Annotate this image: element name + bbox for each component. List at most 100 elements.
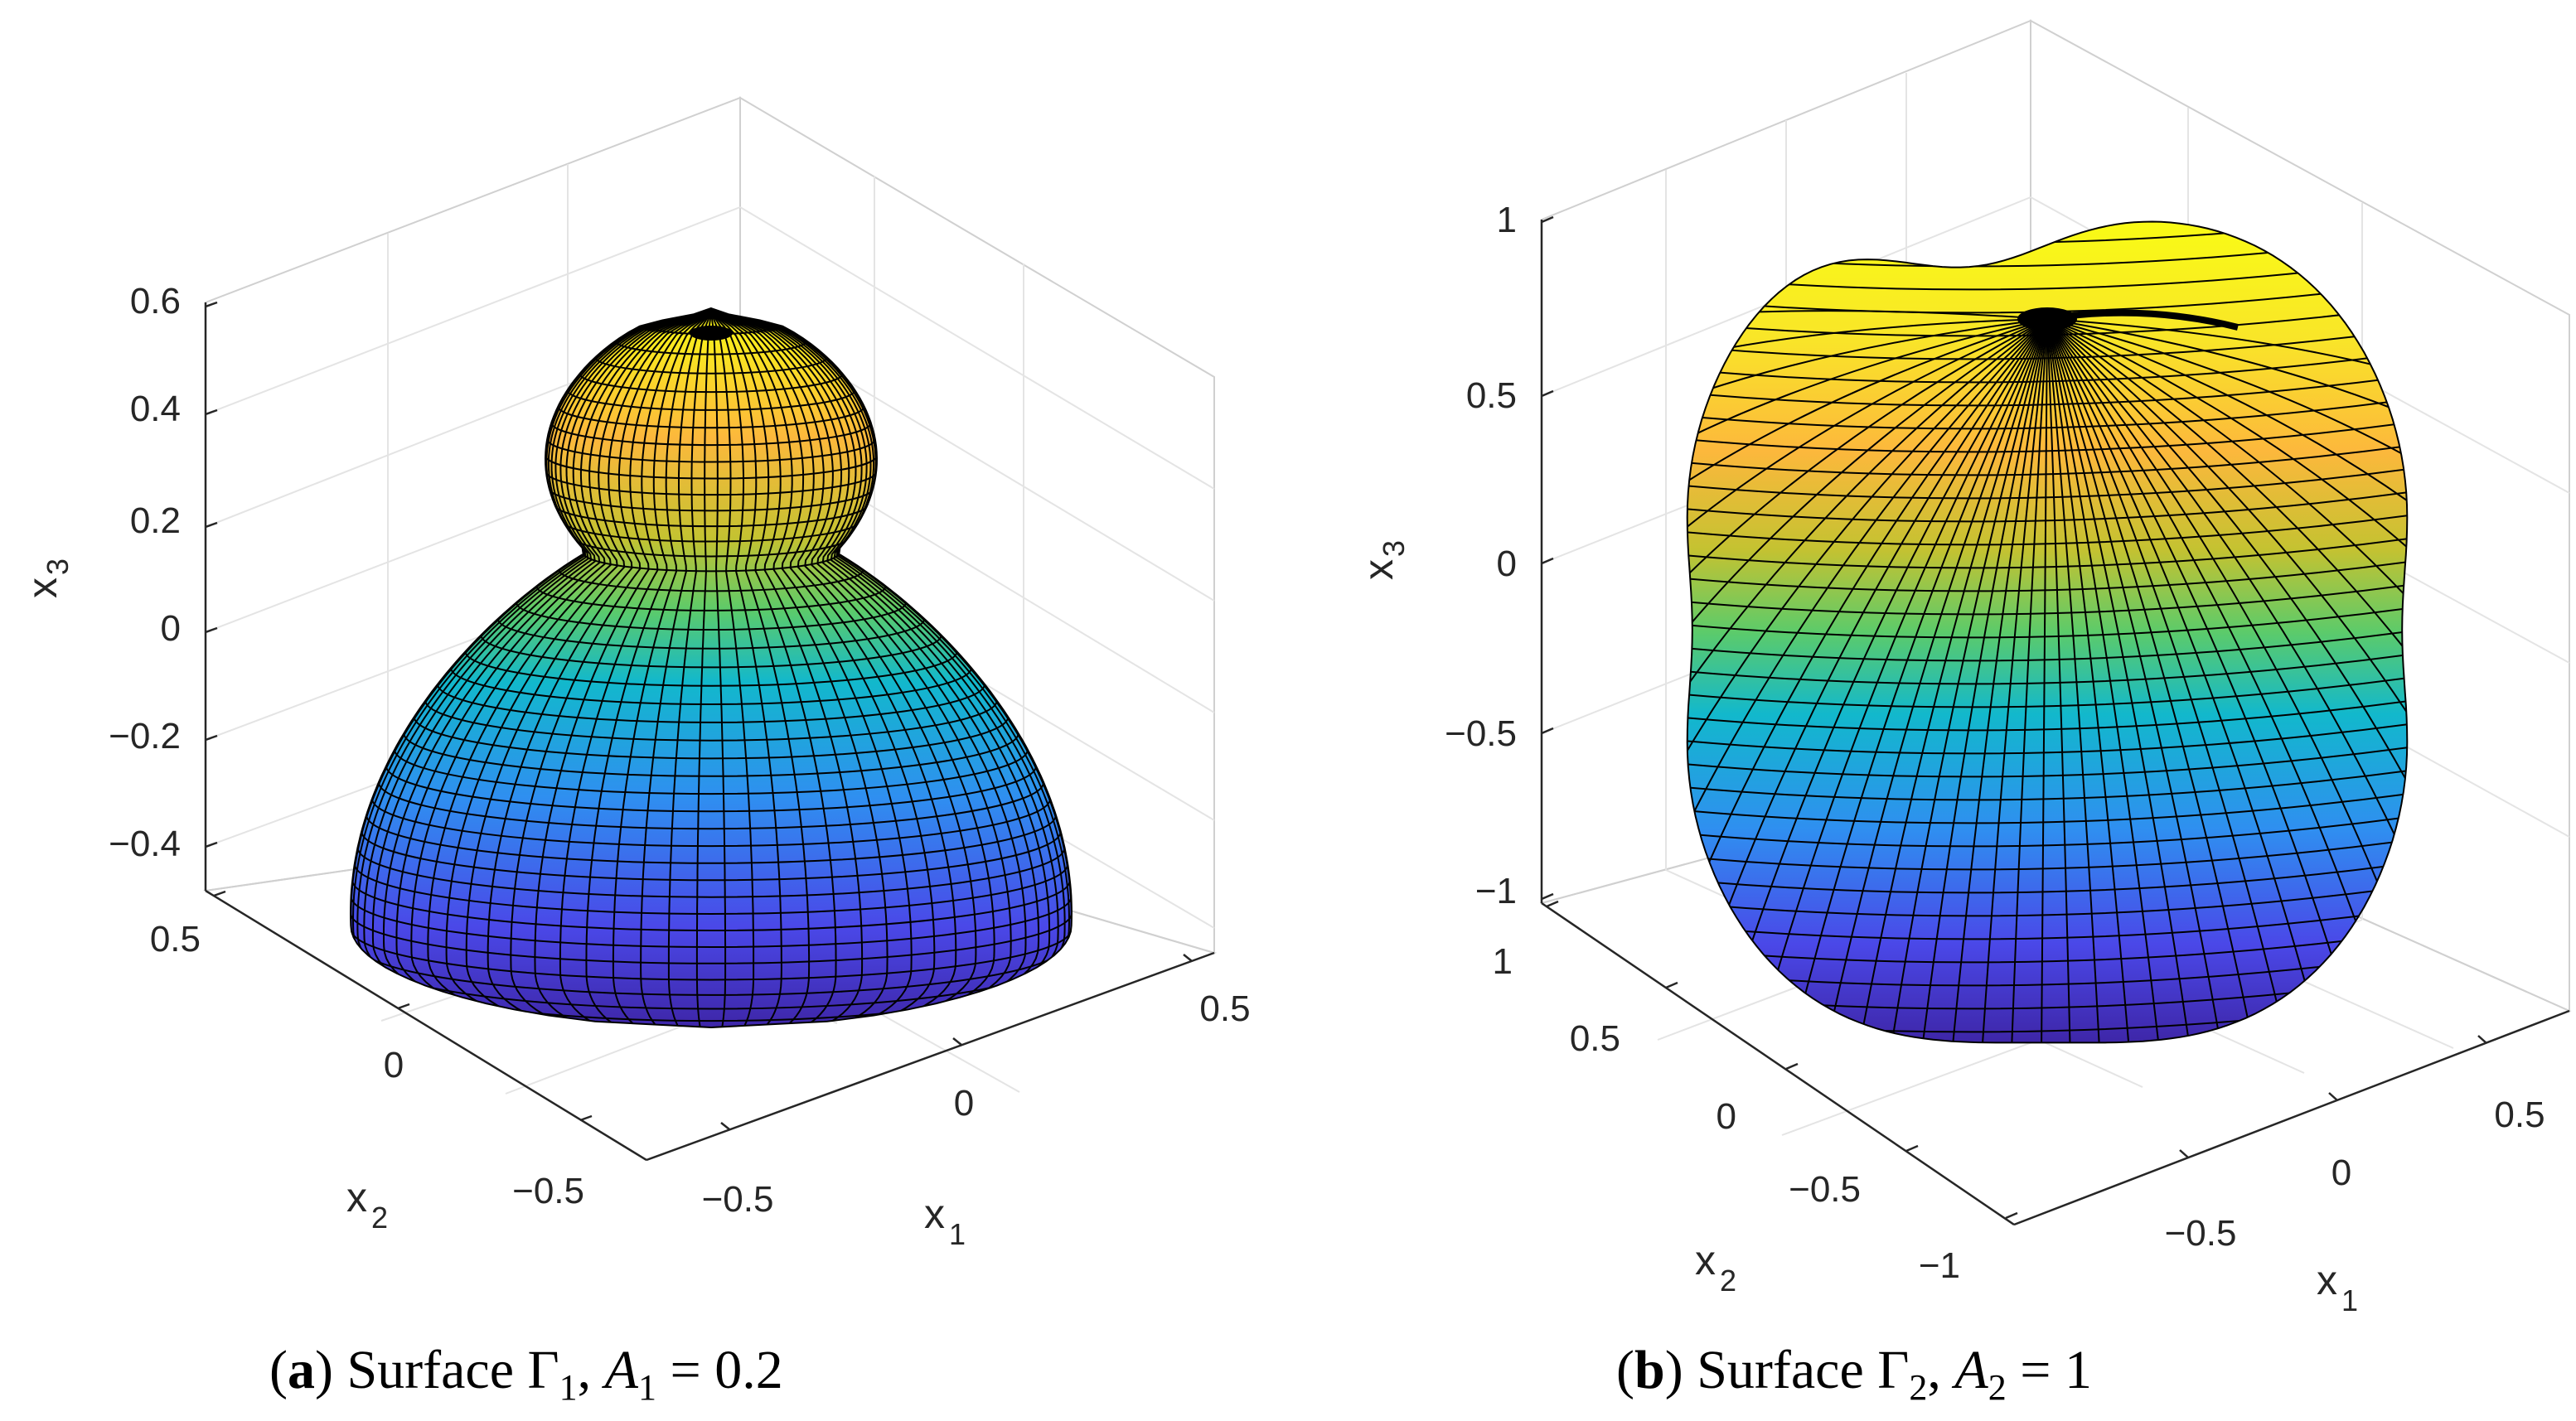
panel-b-caption-label: b [1634,1340,1665,1400]
panel-b-z-tick [1541,892,1554,901]
panel-a-caption: (a) Surface Γ1, A1 = 0.2 [269,1340,783,1408]
panel-a-mesh-meridian [710,309,995,1027]
panel-a-z-tick-labels: 0.6 0.4 0.2 0 −0.2 −0.4 [109,281,181,864]
panel-b-y-label: x 2 [1695,1237,1736,1298]
svg-text:x: x [1695,1237,1716,1283]
panel-a-mesh-latitude [361,831,1062,882]
panel-a-mesh-meridian [640,311,712,1027]
panel-b-mesh-meridian [2046,318,2254,1043]
panel-a-mesh-meridian [710,310,957,1027]
panel-a-mesh-meridian [710,308,1066,1027]
panel-b-mesh-latitude [1687,783,2408,824]
panel-a-z-tick-label: 0.6 [130,281,181,321]
panel-b-x-tick-labels: −0.5 0 0.5 [2165,1095,2545,1254]
panel-a-mesh-meridian [710,308,1071,1027]
panel-b-mesh-meridian [2046,318,2408,864]
panel-a-mesh-meridian [410,309,712,1027]
panel-a-mesh-meridian [710,311,811,1027]
panel-b-z-tick [1541,557,1554,565]
panel-a-mesh-latitude [548,487,874,512]
panel-b-z-tick [1541,215,1554,224]
panel-b-x-tick-label: 0 [2331,1153,2351,1193]
panel-b-mesh-meridian [1687,318,2048,896]
panel-a-mesh-latitude [546,438,876,463]
svg-text:1: 1 [949,1217,966,1251]
panel-b-mesh-meridian [1687,318,2048,840]
panel-a-mesh-latitude [583,553,840,573]
panel-b-mesh-meridian [2046,318,2408,971]
panel-a-y-axis [205,889,647,1162]
panel-a-mesh-latitude [366,814,1057,864]
panel-b: 1 0.5 0 −0.5 −1 1 0.5 0 −0.5 −1 −0.5 0 0… [1355,19,2572,1408]
panel-a-mesh-latitude [403,732,1019,777]
panel-a-caption-label: a [288,1340,315,1400]
panel-b-mesh-meridian [1827,318,2048,1043]
svg-text:x: x [19,578,65,598]
panel-a-pole [690,326,733,341]
panel-a-caption-param: A [602,1340,639,1400]
panel-b-mesh-latitude [1687,505,2408,546]
panel-a-x-tick-label: 0.5 [1199,988,1250,1029]
panel-a-mesh-meridian [427,309,712,1027]
panel-a-mesh-latitude [356,847,1066,898]
panel-a-surface [349,307,1073,1029]
panel-b-mesh-latitude [1687,621,2408,662]
panel-b-caption-param-index: 2 [1988,1367,2007,1408]
panel-a-mesh-latitude [545,471,878,496]
panel-b-y-tick-label: −0.5 [1789,1169,1861,1210]
panel-a-surface-outline [349,307,1073,1029]
panel-b-mesh-latitude [1625,181,2478,220]
panel-b-caption: (b) Surface Γ2, A2 = 1 [1616,1340,2092,1408]
panel-b-mesh-meridian [2046,318,2408,562]
panel-a-z-tick-label: −0.4 [109,824,181,864]
panel-a-mesh-meridian [710,311,782,1027]
svg-text:2: 2 [371,1201,388,1235]
panel-a-mesh-meridian [510,310,712,1027]
panel-b-y-tick [1665,981,1678,989]
panel-b-y-tick-label: 0.5 [1570,1018,1620,1059]
panel-a-mesh-latitude [351,897,1072,948]
panel-a-mesh-meridian [710,308,1059,1027]
panel-b-z-tick [1541,389,1554,398]
panel-a-mesh-meridian [710,309,1027,1027]
panel-b-mesh-meridian [1687,318,2048,405]
panel-b-y-tick [2005,1211,2018,1220]
panel-b-z-tick-label: 0.5 [1466,375,1517,416]
panel-a-mesh-meridian [710,311,727,1027]
panel-b-y-tick [1905,1144,1919,1153]
panel-a-mesh-latitude [394,749,1029,795]
panel-b-caption-index: 2 [1909,1367,1927,1408]
panel-a-mesh-latitude [535,586,887,611]
panel-b-mesh-latitude [1687,551,2408,592]
panel-b-surface [1625,157,2478,1044]
panel-a-mesh-meridian [710,311,837,1027]
panel-b-mesh-latitude [1625,157,2478,196]
panel-a-mesh-meridian [371,308,712,1027]
panel-b-mesh-meridian [2046,318,2318,1043]
panel-b-mesh-latitude [1687,713,2408,755]
panel-a-z-label: x 3 [19,558,75,598]
panel-b-mesh-latitude [1687,597,2408,639]
panel-a-mesh-meridian [534,310,712,1027]
panel-b-mesh-meridian [2046,318,2408,433]
panel-a-y-tick-label: −0.5 [512,1171,584,1211]
panel-b-y-tick-label: −1 [1919,1245,1960,1286]
panel-a-mesh-latitude [566,389,856,411]
panel-b-mesh-latitude [1687,899,2408,940]
panel-b-z-label: x 3 [1355,540,1411,580]
panel-a-z-tick [205,734,218,742]
panel-b-axes [1540,215,2570,1226]
panel-b-x-axis [2013,1009,2570,1226]
panel-b-mesh-meridian [1930,318,2048,1043]
panel-a-x-axis [646,951,1215,1162]
svg-text:(a) Surface Γ1, A1 = 0.2: (a) Surface Γ1, A1 = 0.2 [269,1340,783,1408]
panel-b-mesh-meridian [1687,318,2048,598]
panel-a-mesh-meridian [695,311,712,1027]
panel-b-mesh-meridian [2038,318,2048,1043]
panel-b-mesh-meridian [1687,318,2048,534]
panel-b-caption-symbol: Γ [1877,1340,1909,1400]
panel-a-y-tick-label: 0.5 [150,919,201,959]
panel-b-mesh-latitude [1687,458,2408,500]
panel-b-mesh-latitude [1687,737,2408,778]
